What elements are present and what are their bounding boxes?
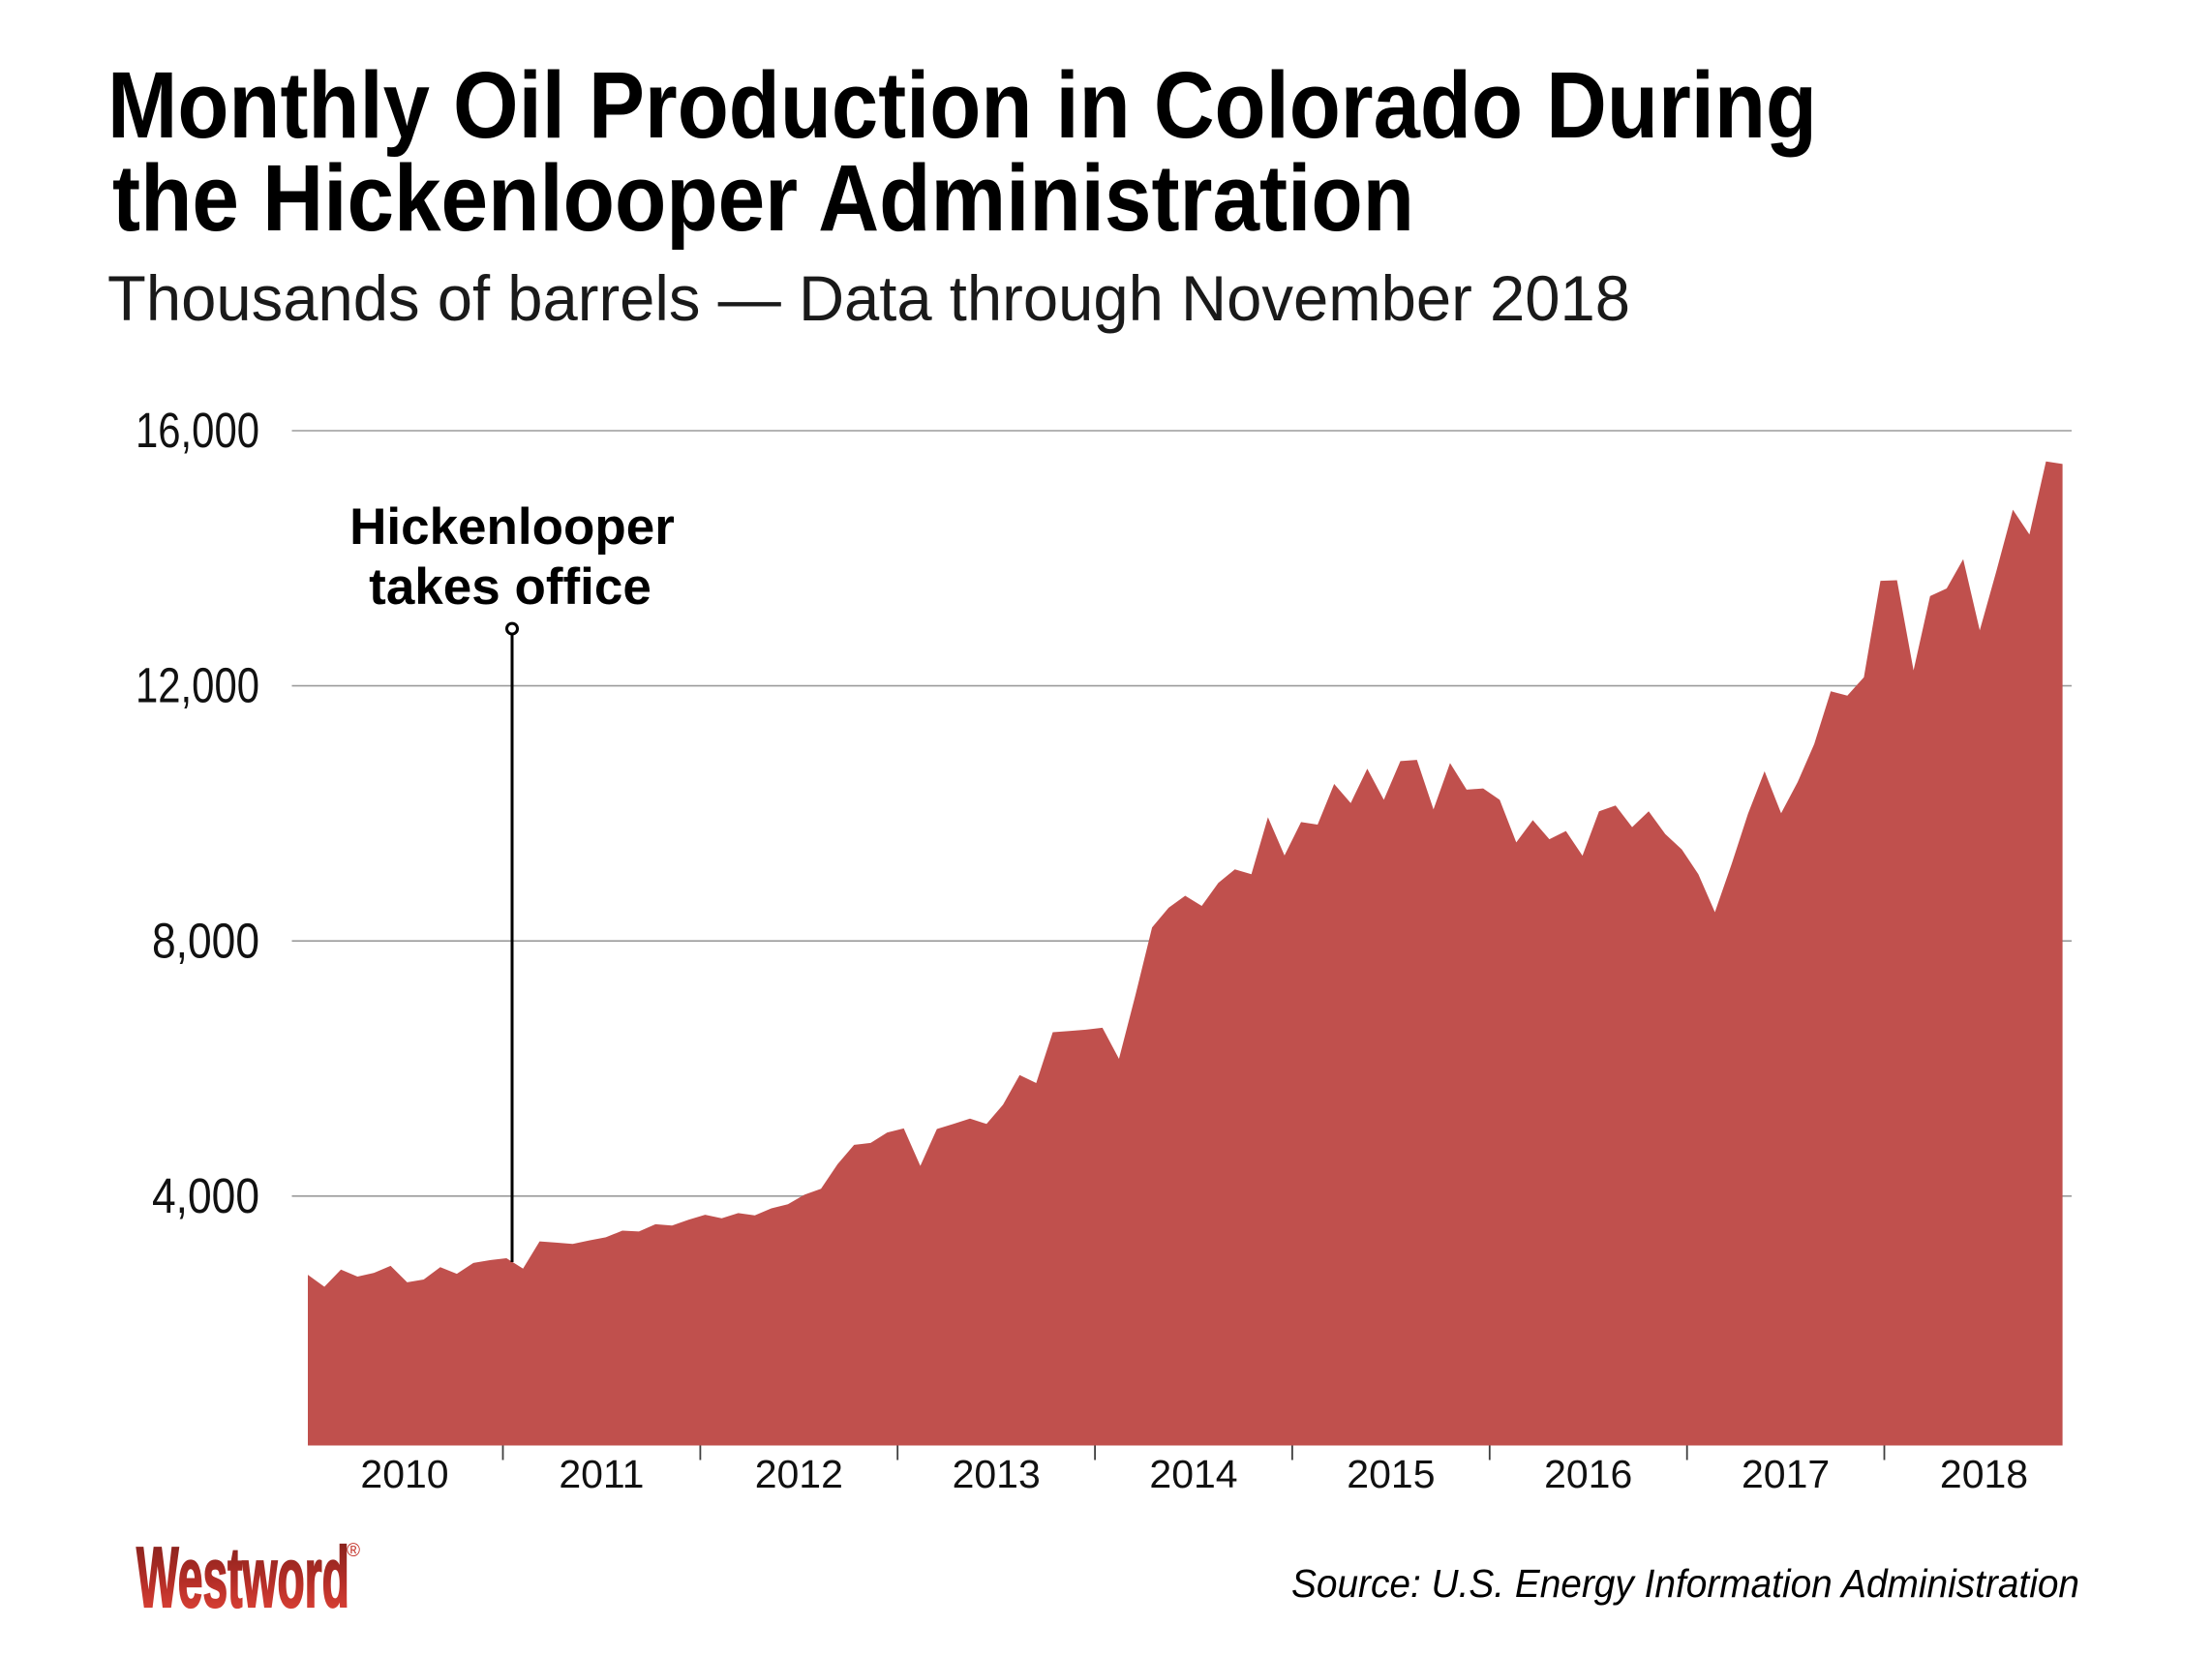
svg-text:2010: 2010 (360, 1452, 448, 1496)
svg-text:2015: 2015 (1347, 1452, 1435, 1496)
svg-text:12,000: 12,000 (136, 658, 259, 713)
svg-text:4,000: 4,000 (152, 1168, 259, 1223)
svg-text:2018: 2018 (1940, 1452, 2028, 1496)
svg-text:®: ® (347, 1541, 360, 1561)
svg-text:takes office: takes office (369, 558, 651, 616)
svg-text:2014: 2014 (1149, 1452, 1237, 1496)
svg-text:16,000: 16,000 (136, 403, 259, 458)
svg-text:2011: 2011 (559, 1452, 644, 1496)
svg-text:Westword: Westword (136, 1529, 349, 1625)
svg-text:Hickenlooper: Hickenlooper (349, 498, 675, 556)
svg-text:2016: 2016 (1544, 1452, 1632, 1496)
svg-text:2017: 2017 (1742, 1452, 1830, 1496)
svg-text:2013: 2013 (953, 1452, 1041, 1496)
svg-text:2012: 2012 (755, 1452, 843, 1496)
svg-text:Thousands of barrels — Data th: Thousands of barrels — Data through Nove… (107, 262, 1630, 334)
svg-text:8,000: 8,000 (152, 913, 259, 968)
svg-text:Source: U.S. Energy Informatio: Source: U.S. Energy Information Administ… (1291, 1561, 2079, 1606)
svg-text:Monthly Oil Production in Colo: Monthly Oil Production in Colorado Durin… (107, 52, 1817, 158)
svg-text:the Hickenlooper Administratio: the Hickenlooper Administration (112, 145, 1414, 251)
